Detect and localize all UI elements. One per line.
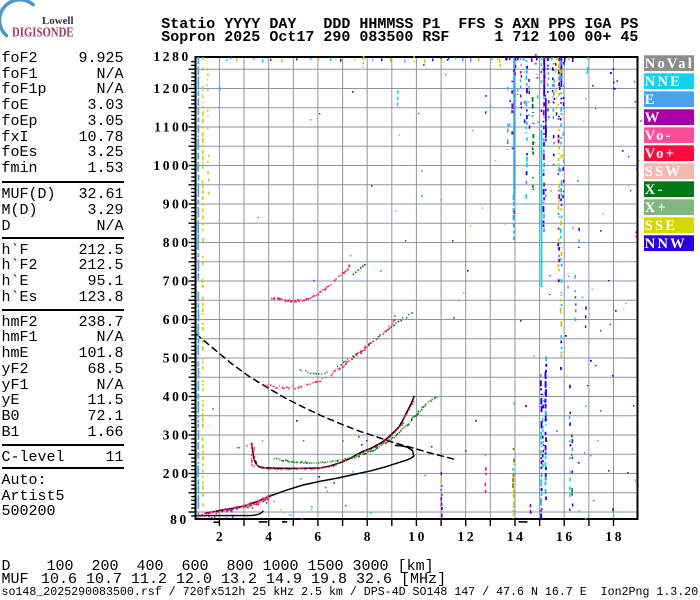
svg-text:SSE: SSE	[645, 218, 677, 234]
svg-text:400: 400	[163, 389, 191, 404]
svg-text:10: 10	[408, 529, 427, 544]
svg-text:6: 6	[314, 529, 323, 544]
svg-text:NNE: NNE	[645, 74, 682, 90]
svg-text:E: E	[645, 92, 657, 108]
svg-text:1200: 1200	[153, 81, 190, 96]
svg-text:NNW: NNW	[645, 236, 687, 252]
svg-text:NoVal: NoVal	[645, 56, 694, 72]
svg-text:1280: 1280	[153, 49, 190, 64]
svg-text:14: 14	[507, 529, 526, 544]
svg-text:Vo-: Vo-	[645, 128, 673, 144]
svg-text:200: 200	[163, 466, 191, 481]
svg-text:1000: 1000	[153, 158, 190, 173]
svg-text:800: 800	[163, 235, 191, 250]
svg-text:600: 600	[163, 312, 191, 327]
svg-text:2: 2	[216, 529, 225, 544]
svg-text:W: W	[645, 110, 662, 126]
svg-text:Lowell: Lowell	[42, 15, 74, 27]
svg-text:300: 300	[163, 428, 191, 443]
svg-text:12: 12	[458, 529, 477, 544]
svg-text:16: 16	[556, 529, 575, 544]
svg-text:80: 80	[170, 512, 189, 527]
svg-text:900: 900	[163, 197, 191, 212]
svg-text:SSW: SSW	[645, 164, 682, 180]
svg-text:500: 500	[163, 351, 191, 366]
svg-text:8: 8	[364, 529, 373, 544]
svg-text:4: 4	[265, 529, 274, 544]
svg-text:Vo+: Vo+	[645, 146, 676, 162]
svg-text:X+: X+	[645, 200, 668, 216]
svg-text:X-: X-	[645, 182, 665, 198]
svg-text:DIGISONDE: DIGISONDE	[12, 24, 74, 39]
svg-text:18: 18	[605, 529, 624, 544]
svg-text:700: 700	[163, 274, 191, 289]
svg-text:1100: 1100	[154, 120, 191, 135]
